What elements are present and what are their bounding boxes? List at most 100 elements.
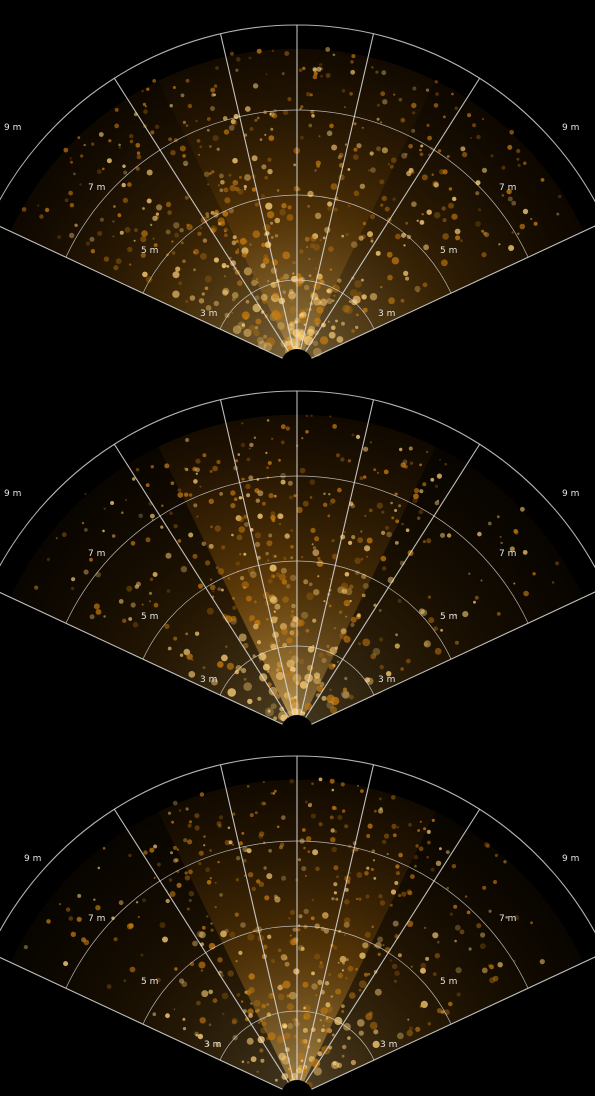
echo-speckle: [329, 778, 335, 784]
echo-speckle: [136, 154, 142, 160]
echo-speckle: [229, 931, 236, 938]
echo-speckle: [222, 289, 229, 296]
echo-speckle: [243, 267, 252, 276]
echo-speckle: [364, 931, 371, 938]
echo-speckle: [379, 664, 384, 670]
echo-speckle: [454, 613, 458, 617]
echo-speckle: [129, 134, 134, 139]
echo-speckle: [293, 968, 300, 975]
echo-speckle: [121, 182, 126, 188]
echo-speckle: [74, 223, 78, 227]
echo-speckle: [356, 313, 359, 317]
echo-speckle: [488, 964, 492, 968]
echo-speckle: [286, 659, 295, 668]
echo-speckle: [218, 815, 224, 820]
echo-speckle: [345, 976, 348, 980]
echo-speckle: [21, 207, 27, 212]
echo-speckle: [266, 466, 270, 470]
echo-speckle: [331, 788, 335, 792]
echo-speckle: [96, 169, 102, 175]
echo-speckle: [323, 1019, 327, 1022]
echo-speckle: [401, 891, 407, 897]
echo-speckle: [277, 984, 283, 991]
range-label-5m-right: 5 m: [440, 977, 457, 987]
echo-speckle: [103, 256, 110, 262]
echo-speckle: [84, 528, 88, 532]
echo-speckle: [426, 123, 430, 127]
echo-speckle: [238, 633, 247, 642]
echo-speckle: [310, 235, 317, 242]
echo-speckle: [132, 477, 136, 481]
echo-speckle: [266, 1003, 270, 1006]
echo-speckle: [143, 109, 148, 114]
echo-speckle: [253, 999, 261, 1007]
echo-speckle: [329, 815, 334, 820]
echo-speckle: [420, 967, 426, 974]
echo-speckle: [259, 1048, 264, 1053]
echo-speckle: [231, 1017, 238, 1024]
echo-speckle: [328, 493, 331, 496]
echo-speckle: [343, 599, 351, 607]
echo-speckle: [135, 901, 139, 904]
echo-speckle: [304, 800, 308, 804]
echo-speckle: [375, 250, 381, 256]
sonar-scan-panel-1: 9 m 9 m 7 m 7 m 5 m 5 m 3 m 3 m: [0, 0, 595, 365]
echo-speckle: [124, 498, 128, 502]
echo-speckle: [413, 855, 419, 860]
echo-speckle: [516, 149, 521, 153]
echo-speckle: [433, 182, 439, 188]
echo-speckle: [315, 994, 318, 997]
echo-speckle: [184, 195, 189, 200]
echo-speckle: [330, 995, 333, 998]
echo-speckle: [289, 574, 297, 582]
beam-boundary-line: [302, 956, 595, 1094]
range-label-7m-left: 7 m: [88, 549, 105, 559]
echo-speckle: [141, 603, 144, 606]
echo-speckle: [224, 233, 228, 238]
echo-speckle: [468, 947, 472, 951]
echo-speckle: [197, 1033, 204, 1040]
echo-speckle: [501, 165, 506, 170]
echo-speckle: [77, 136, 81, 140]
echo-speckle: [256, 281, 259, 284]
sonar-scan-panel-2: 9 m 9 m 7 m 7 m 5 m 5 m 3 m 3 m: [0, 366, 595, 731]
echo-speckle: [144, 105, 147, 108]
echo-speckle: [442, 233, 449, 240]
echo-speckle: [203, 835, 206, 838]
echo-speckle: [246, 457, 251, 462]
echo-speckle: [454, 228, 461, 235]
echo-speckle: [420, 609, 428, 616]
echo-speckle: [451, 92, 454, 96]
echo-speckle: [223, 129, 230, 135]
echo-speckle: [140, 236, 147, 243]
echo-speckle: [257, 490, 264, 497]
echo-speckle: [303, 323, 306, 326]
echo-speckle: [400, 667, 404, 671]
echo-speckle: [370, 65, 374, 69]
echo-speckle: [211, 170, 215, 174]
echo-speckle: [165, 552, 172, 559]
echo-speckle: [256, 336, 264, 344]
echo-speckle: [199, 145, 203, 149]
echo-speckle: [540, 178, 545, 182]
echo-speckle: [489, 964, 494, 970]
echo-speckle: [318, 822, 323, 827]
echo-speckle: [312, 549, 320, 557]
echo-speckle: [309, 93, 313, 97]
range-label-3m-right: 3 m: [378, 309, 395, 319]
echo-speckle: [372, 1040, 380, 1048]
echo-speckle: [226, 662, 234, 670]
echo-speckle: [217, 568, 225, 575]
range-label-3m-right: 3 m: [380, 1040, 397, 1050]
echo-speckle: [258, 340, 267, 350]
echo-speckle: [205, 867, 211, 873]
echo-speckle: [264, 895, 270, 901]
echo-speckle: [182, 1017, 186, 1021]
echo-speckle: [273, 494, 277, 498]
echo-speckle: [266, 1036, 270, 1041]
echo-speckle: [334, 1016, 343, 1026]
echo-speckle: [220, 180, 225, 185]
echo-speckle: [362, 942, 369, 949]
echo-speckle: [136, 151, 141, 155]
echo-speckle: [427, 135, 432, 141]
